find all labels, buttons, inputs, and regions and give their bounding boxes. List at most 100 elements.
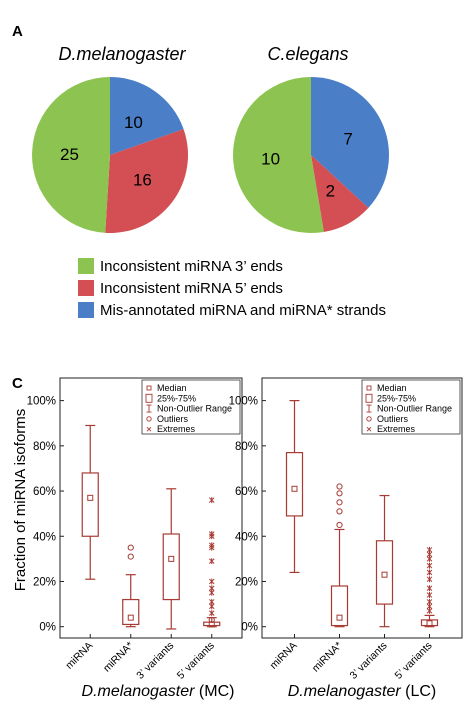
y-tick-label: 40% <box>235 531 258 543</box>
category-label: miRNA* <box>101 640 136 675</box>
category-label: miRNA <box>63 640 95 672</box>
legend-median-symbol <box>146 385 152 391</box>
boxplot-legend-label: Extremes <box>377 424 416 434</box>
extreme-point <box>208 558 215 565</box>
median-marker <box>291 485 298 492</box>
pie-legend: Inconsistent miRNA 3’ ends Inconsistent … <box>78 258 386 319</box>
iqr-box <box>330 585 349 627</box>
median-marker <box>426 620 433 627</box>
legend-swatch-3prime <box>78 258 94 274</box>
y-tick-label: 0% <box>241 622 258 634</box>
extreme-point <box>426 598 433 605</box>
legend-outlier-symbol <box>366 416 372 422</box>
legend-box-symbol <box>145 393 153 403</box>
pie-slice-1 <box>311 155 369 232</box>
legend-swatch-misannotated <box>78 302 94 318</box>
pie-chart-elegans: 7 2 10 <box>233 77 390 233</box>
pie-slice-2 <box>311 77 390 208</box>
category-label: 5’ variants <box>393 640 435 682</box>
outlier-point <box>336 483 343 490</box>
extreme-point <box>426 592 433 599</box>
pie-slice-label-1: 2 <box>326 182 335 201</box>
boxplot-legend-label: Outliers <box>157 414 189 424</box>
boxplot-legend-label: Extremes <box>157 424 196 434</box>
legend-label-3prime: Inconsistent miRNA 3’ ends <box>100 258 283 275</box>
panel-letter-a: A <box>12 23 23 40</box>
y-tick-label: 60% <box>235 486 258 498</box>
y-tick-label: 80% <box>235 441 258 453</box>
extreme-point <box>208 542 215 549</box>
median-marker <box>168 555 175 562</box>
median-marker <box>336 614 343 621</box>
outlier-point <box>127 553 134 560</box>
outlier-point <box>336 508 343 515</box>
y-tick-label: 80% <box>33 441 56 453</box>
outlier-point <box>336 490 343 497</box>
pie-slice-2 <box>110 76 184 155</box>
extreme-point <box>208 610 215 617</box>
boxplot-legend-label: 25%-75% <box>377 393 416 403</box>
extreme-point <box>426 569 433 576</box>
legend-swatch-5prime <box>78 280 94 296</box>
outlier-point <box>336 521 343 529</box>
median-marker <box>381 571 388 578</box>
pie-title-elegans: C.elegans <box>267 44 348 64</box>
boxplot-legend-label: Non-Outlier Range <box>377 404 452 414</box>
x-title-lc: D.melanogaster (LC) <box>288 683 437 700</box>
boxplot-mc: 0% 20% 40% 60% 80% 100% miRNA miRNA*3’ variants… <box>27 377 243 682</box>
legend-median-symbol <box>366 385 372 391</box>
pie-chart-melanogaster: 10 16 25 <box>32 76 189 233</box>
extreme-point <box>208 531 215 537</box>
pie-slice-1 <box>105 129 189 233</box>
pie-slice-label-2: 7 <box>343 130 352 149</box>
y-tick-label: 0% <box>39 622 56 634</box>
legend-range-symbol <box>366 404 372 413</box>
iqr-box <box>285 452 304 517</box>
legend-extreme-symbol <box>366 426 372 432</box>
iqr-box <box>81 472 99 537</box>
pie-slice-0 <box>32 77 110 233</box>
extreme-point <box>208 497 215 504</box>
legend-outlier-symbol <box>146 416 152 422</box>
outlier-point <box>208 616 215 624</box>
pie-slice-0 <box>233 77 324 233</box>
outlier-point <box>336 499 343 506</box>
panel-letter-c: C <box>12 375 23 392</box>
boxplot-legend-label: Median <box>157 383 187 393</box>
boxplot-legend-label: Median <box>377 383 407 393</box>
median-marker <box>87 494 94 501</box>
extreme-point <box>208 585 215 592</box>
extreme-point <box>426 562 433 569</box>
median-marker <box>127 614 134 621</box>
extreme-point <box>208 578 215 585</box>
plot-frame <box>59 377 243 639</box>
category-label: miRNA <box>268 640 300 672</box>
legend-extreme-symbol <box>146 426 152 432</box>
y-tick-label: 40% <box>33 531 56 543</box>
pie-slice-label-0: 25 <box>60 145 79 164</box>
legend-label-5prime: Inconsistent miRNA 5’ ends <box>100 280 283 297</box>
y-tick-label: 20% <box>33 576 56 588</box>
pie-title-melanogaster: D.melanogaster <box>58 44 186 64</box>
y-tick-label: 100% <box>229 396 258 408</box>
category-label: 5’ variants <box>175 640 217 682</box>
legend-box-symbol <box>365 393 373 403</box>
category-label: miRNA* <box>310 640 345 675</box>
legend-range-symbol <box>146 404 152 413</box>
y-axis-label: Fraction of miRNA isoforms <box>12 409 29 592</box>
x-title-mc: D.melanogaster (MC) <box>82 683 235 700</box>
median-marker <box>208 621 215 628</box>
pie-slice-label-1: 16 <box>133 170 152 189</box>
x-title-lc-condition: (LC) <box>405 683 436 700</box>
boxplot-legend <box>141 379 241 435</box>
boxplot-legend <box>361 379 461 435</box>
extreme-point <box>426 546 433 553</box>
x-title-mc-species: D.melanogaster <box>82 683 196 700</box>
plot-frame <box>261 377 463 639</box>
boxplot-legend-label: Outliers <box>377 414 409 424</box>
legend-label-misannotated: Mis-annotated miRNA and miRNA* strands <box>100 302 386 319</box>
extreme-point <box>208 598 215 605</box>
pie-slice-label-0: 10 <box>261 149 280 168</box>
boxplot-legend-label: Non-Outlier Range <box>157 404 232 414</box>
